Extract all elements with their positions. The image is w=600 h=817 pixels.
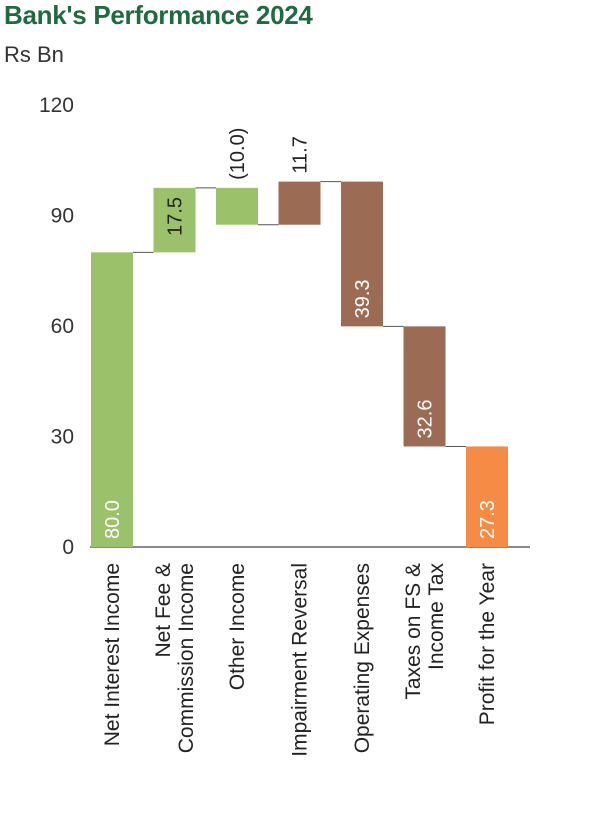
y-tick-label: 120 [39,94,74,117]
category-label: Net Fee & [152,563,175,658]
chart-title: Bank's Performance 2024 [4,0,313,30]
data-label: 39.3 [352,279,374,318]
y-tick-label: 0 [62,536,74,559]
data-label: 32.6 [415,400,437,439]
category-label: Operating Expenses [351,563,374,753]
category-label: Income Tax [425,563,448,670]
data-label: 80.0 [102,500,124,539]
bar [153,187,196,253]
unit-label: Rs Bn [4,42,64,67]
data-label: 27.3 [477,500,499,539]
data-label: (10.0) [227,128,249,180]
category-label: Other Income [226,563,249,690]
bar [216,187,258,225]
y-tick-label: 60 [51,315,74,338]
data-label: 17.5 [165,197,187,236]
category-label: Impairment Reversal [289,563,312,757]
data-label: 11.7 [290,136,312,173]
bar [278,181,321,225]
bar [403,326,446,447]
y-tick-label: 90 [51,205,74,228]
category-label: Commission Income [175,563,198,753]
bar [466,446,508,547]
category-label: Net Interest Income [101,563,124,746]
y-tick-label: 30 [51,426,74,449]
bar [341,181,383,327]
category-label: Taxes on FS & [402,563,425,700]
bar [91,252,133,548]
category-label: Profit for the Year [476,563,499,725]
